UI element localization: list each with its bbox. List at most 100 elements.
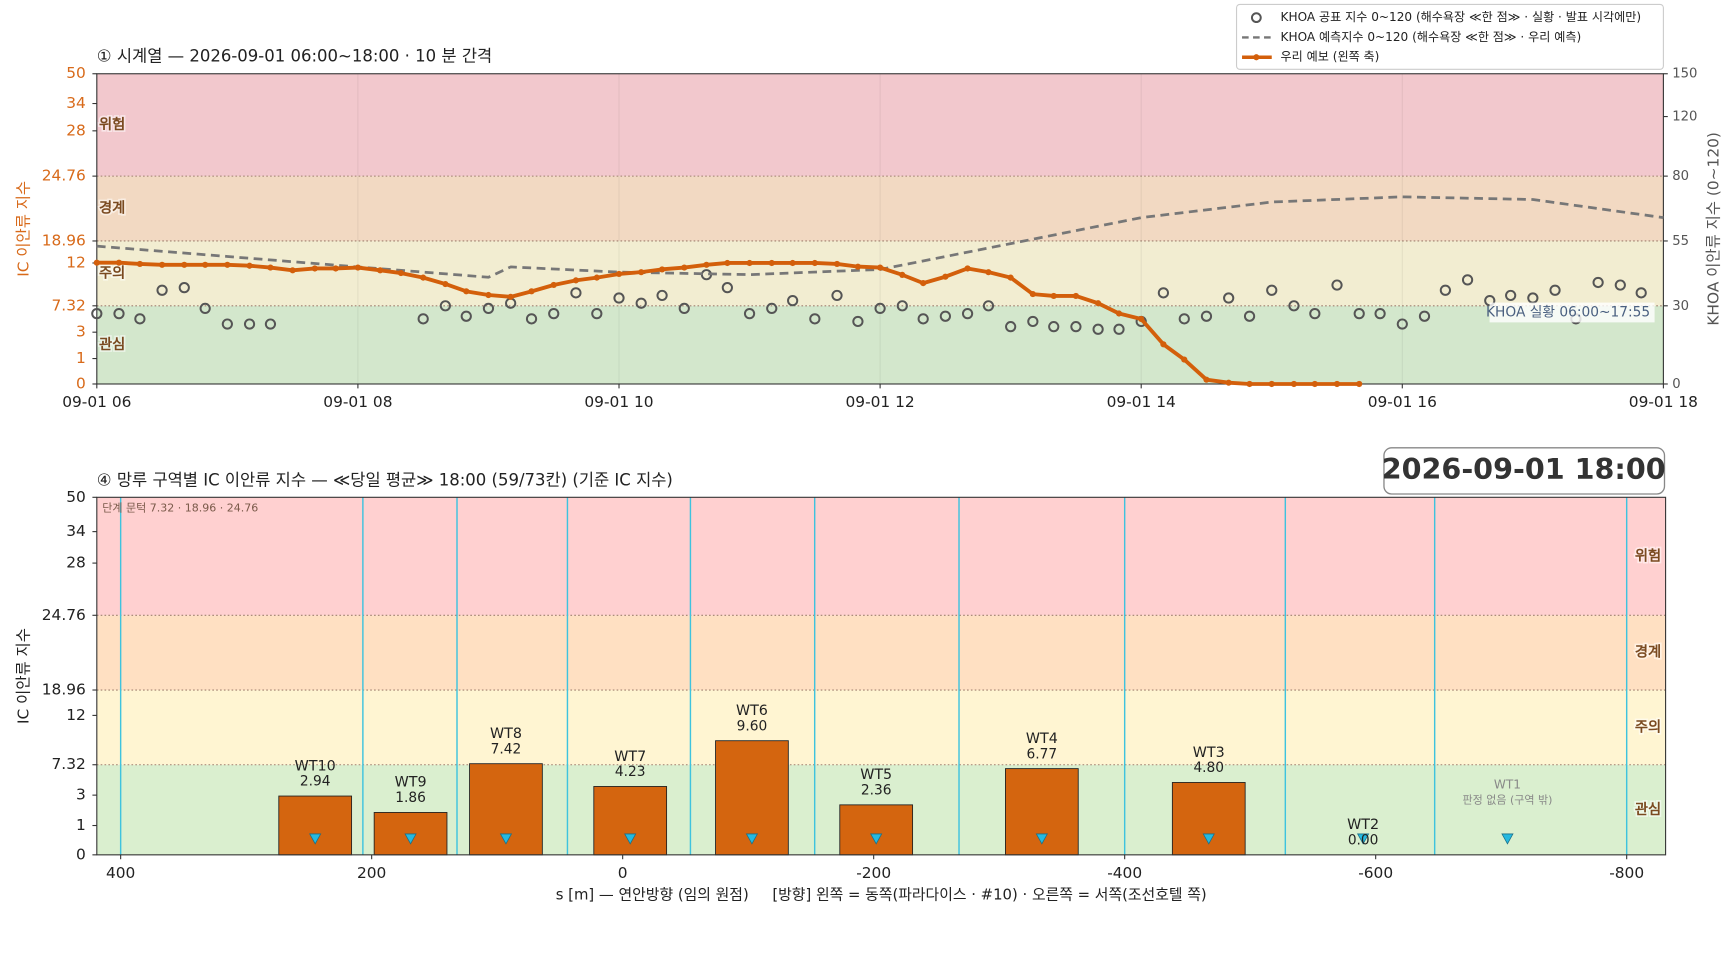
x-tick-label: 09-01 06 — [62, 393, 131, 411]
our-forecast-marker — [1115, 310, 1123, 317]
obs-marker — [678, 302, 690, 315]
station-marker — [870, 833, 883, 845]
stamp-box — [1383, 447, 1666, 495]
y-tick-label: 12 — [66, 253, 86, 271]
our-forecast-marker — [377, 267, 384, 274]
our-forecast-marker — [789, 259, 796, 267]
our-forecast-marker — [1160, 341, 1167, 348]
threshold-note: 단계 문턱 7.32 · 18.96 · 24.76 — [102, 501, 258, 514]
y-tick-label: 28 — [66, 554, 86, 572]
obs-marker — [91, 308, 103, 320]
obs-marker — [460, 310, 472, 322]
x-tick-label: -400 — [1107, 864, 1142, 882]
our-forecast-marker — [746, 259, 753, 267]
our-forecast-marker — [985, 269, 992, 276]
our-forecast-marker — [1356, 380, 1363, 388]
stamp: 2026-09-01 18:00 — [1382, 452, 1666, 486]
y-tick-label: 28 — [66, 121, 86, 139]
obs-marker — [917, 313, 929, 325]
obs-marker — [1635, 287, 1647, 299]
our-forecast-marker — [115, 259, 123, 266]
y-tick-label: 24.76 — [42, 606, 86, 624]
band — [96, 73, 1664, 177]
obs-marker — [1549, 284, 1561, 296]
obs-marker — [178, 282, 190, 294]
our-forecast-marker — [942, 273, 949, 280]
obs-marker — [199, 302, 211, 315]
our-forecast-marker — [181, 261, 188, 268]
y-axis-label: IC 이안류 지수 — [15, 628, 33, 724]
our-forecast-marker — [507, 293, 514, 300]
station-marker — [404, 833, 417, 845]
band — [96, 615, 1666, 691]
obs-marker — [417, 313, 429, 325]
obs-marker — [1243, 310, 1256, 322]
our-forecast-marker — [1268, 380, 1275, 388]
x-tick-label: -800 — [1609, 864, 1644, 882]
our-forecast-marker — [615, 270, 623, 278]
obs-marker — [1223, 292, 1235, 304]
obs-marker — [1266, 284, 1278, 296]
obs-marker — [1309, 308, 1321, 320]
band — [96, 176, 1664, 241]
band-label: 위험 — [99, 116, 125, 133]
our-forecast-marker — [920, 280, 927, 287]
our-forecast-marker — [1225, 379, 1232, 386]
y-tick-label: 34 — [66, 94, 86, 112]
chart-title: ① 시계열 — 2026-09-01 06:00~18:00 · 10 분 간격 — [97, 47, 492, 66]
y-tick-label: 3 — [76, 323, 86, 341]
our-forecast-marker — [638, 269, 645, 276]
y-tick-label: 0 — [76, 845, 86, 863]
obs-marker — [134, 313, 146, 325]
obs-marker — [1157, 287, 1170, 299]
our-forecast-marker — [1333, 380, 1341, 388]
obs-marker — [1288, 300, 1300, 312]
x-tick-label: 09-01 14 — [1107, 393, 1176, 411]
our-forecast-marker — [964, 265, 971, 272]
y-tick-label: 18.96 — [42, 231, 86, 249]
station-marker — [499, 833, 513, 845]
category-label: WT5 — [860, 767, 892, 783]
our-forecast-marker — [768, 259, 775, 267]
y2-tick-label: 30 — [1672, 299, 1689, 314]
x-tick-label: -600 — [1358, 864, 1393, 882]
obs-marker — [1614, 279, 1626, 291]
our-forecast-marker — [332, 265, 339, 272]
our-forecast-marker — [659, 266, 666, 273]
our-forecast-marker — [833, 260, 841, 267]
obs-marker — [1048, 321, 1060, 333]
annotation: KHOA 실황 06:00~17:55 — [1486, 304, 1650, 320]
station-marker — [1356, 833, 1370, 845]
station-marker — [1035, 833, 1049, 845]
our-forecast-marker — [311, 265, 318, 272]
obs-marker — [156, 284, 168, 296]
obs-marker — [482, 302, 495, 315]
value-label: 판정 없음 (구역 밖) — [1462, 794, 1552, 807]
y-axis-label: IC 이안류 지수 — [15, 181, 33, 277]
plot-frame — [96, 73, 1664, 385]
our-forecast-marker — [681, 264, 688, 271]
our-forecast-marker — [1050, 292, 1057, 300]
y-tick-label: 1 — [76, 349, 86, 367]
station-marker — [624, 833, 637, 845]
value-label: 6.77 — [1027, 746, 1058, 762]
obs-marker — [743, 308, 756, 320]
obs-marker — [264, 318, 277, 330]
our-forecast-marker — [1138, 315, 1145, 323]
obs-marker — [852, 315, 864, 328]
obs-marker — [831, 289, 843, 302]
our-forecast-marker — [528, 288, 535, 295]
bar — [1005, 768, 1079, 856]
y-tick-label: 12 — [66, 706, 86, 724]
value-label: 4.23 — [615, 764, 646, 780]
y-tick-label: 34 — [66, 522, 86, 540]
our-forecast-marker — [899, 271, 906, 278]
obs-marker — [787, 295, 799, 307]
category-label: WT1 — [1494, 778, 1521, 792]
band-label: 관심 — [1635, 801, 1661, 818]
station-marker — [745, 833, 759, 845]
category-label: WT9 — [395, 775, 427, 791]
plot-frame — [96, 496, 1667, 856]
station-marker — [309, 833, 322, 845]
